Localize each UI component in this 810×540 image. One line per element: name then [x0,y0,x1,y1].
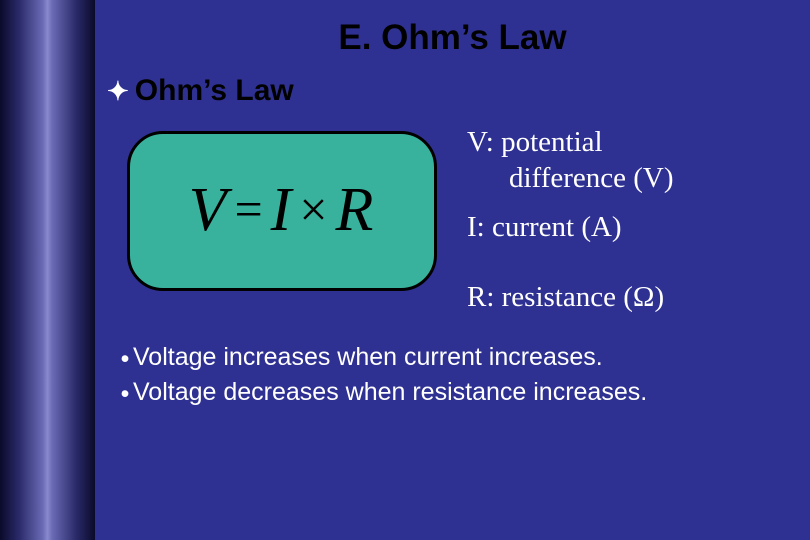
bullet-text: Voltage increases when current increases… [133,341,603,374]
bullet-list: • Voltage increases when current increas… [95,341,810,410]
slide-body: E. Ohm’s Law ✦ Ohm’s Law V=I×R V: potent… [95,0,810,540]
bullet-marker-icon: • [117,341,133,376]
formula-v: V [189,176,229,244]
subheading: ✦ Ohm’s Law [95,68,810,122]
formula-eq: = [228,181,270,237]
def-v-line2: difference (V) [467,160,674,196]
left-pillar [0,0,95,540]
slide-title: E. Ohm’s Law [95,0,810,68]
bullet-item: • Voltage increases when current increas… [117,341,810,376]
formula-box: V=I×R [127,131,437,291]
bullet-text: Voltage decreases when resistance increa… [133,376,647,409]
def-v-line1: V: potential [467,126,603,158]
bullet-item: • Voltage decreases when resistance incr… [117,376,810,411]
def-v: V: potential difference (V) [467,124,674,197]
subhead-text: Ohm’s Law [135,74,294,108]
def-i: I: current (A) [467,209,674,245]
formula-times: × [293,181,335,237]
formula-r: R [336,176,376,244]
bullet-marker-icon: • [117,376,133,411]
formula: V=I×R [189,175,376,246]
def-r: R: resistance (Ω) [467,279,674,315]
definitions: V: potential difference (V) I: current (… [467,124,674,297]
formula-i: I [271,176,294,244]
content-row: V=I×R V: potential difference (V) I: cur… [95,124,810,297]
subhead-marker-icon: ✦ [107,78,129,104]
